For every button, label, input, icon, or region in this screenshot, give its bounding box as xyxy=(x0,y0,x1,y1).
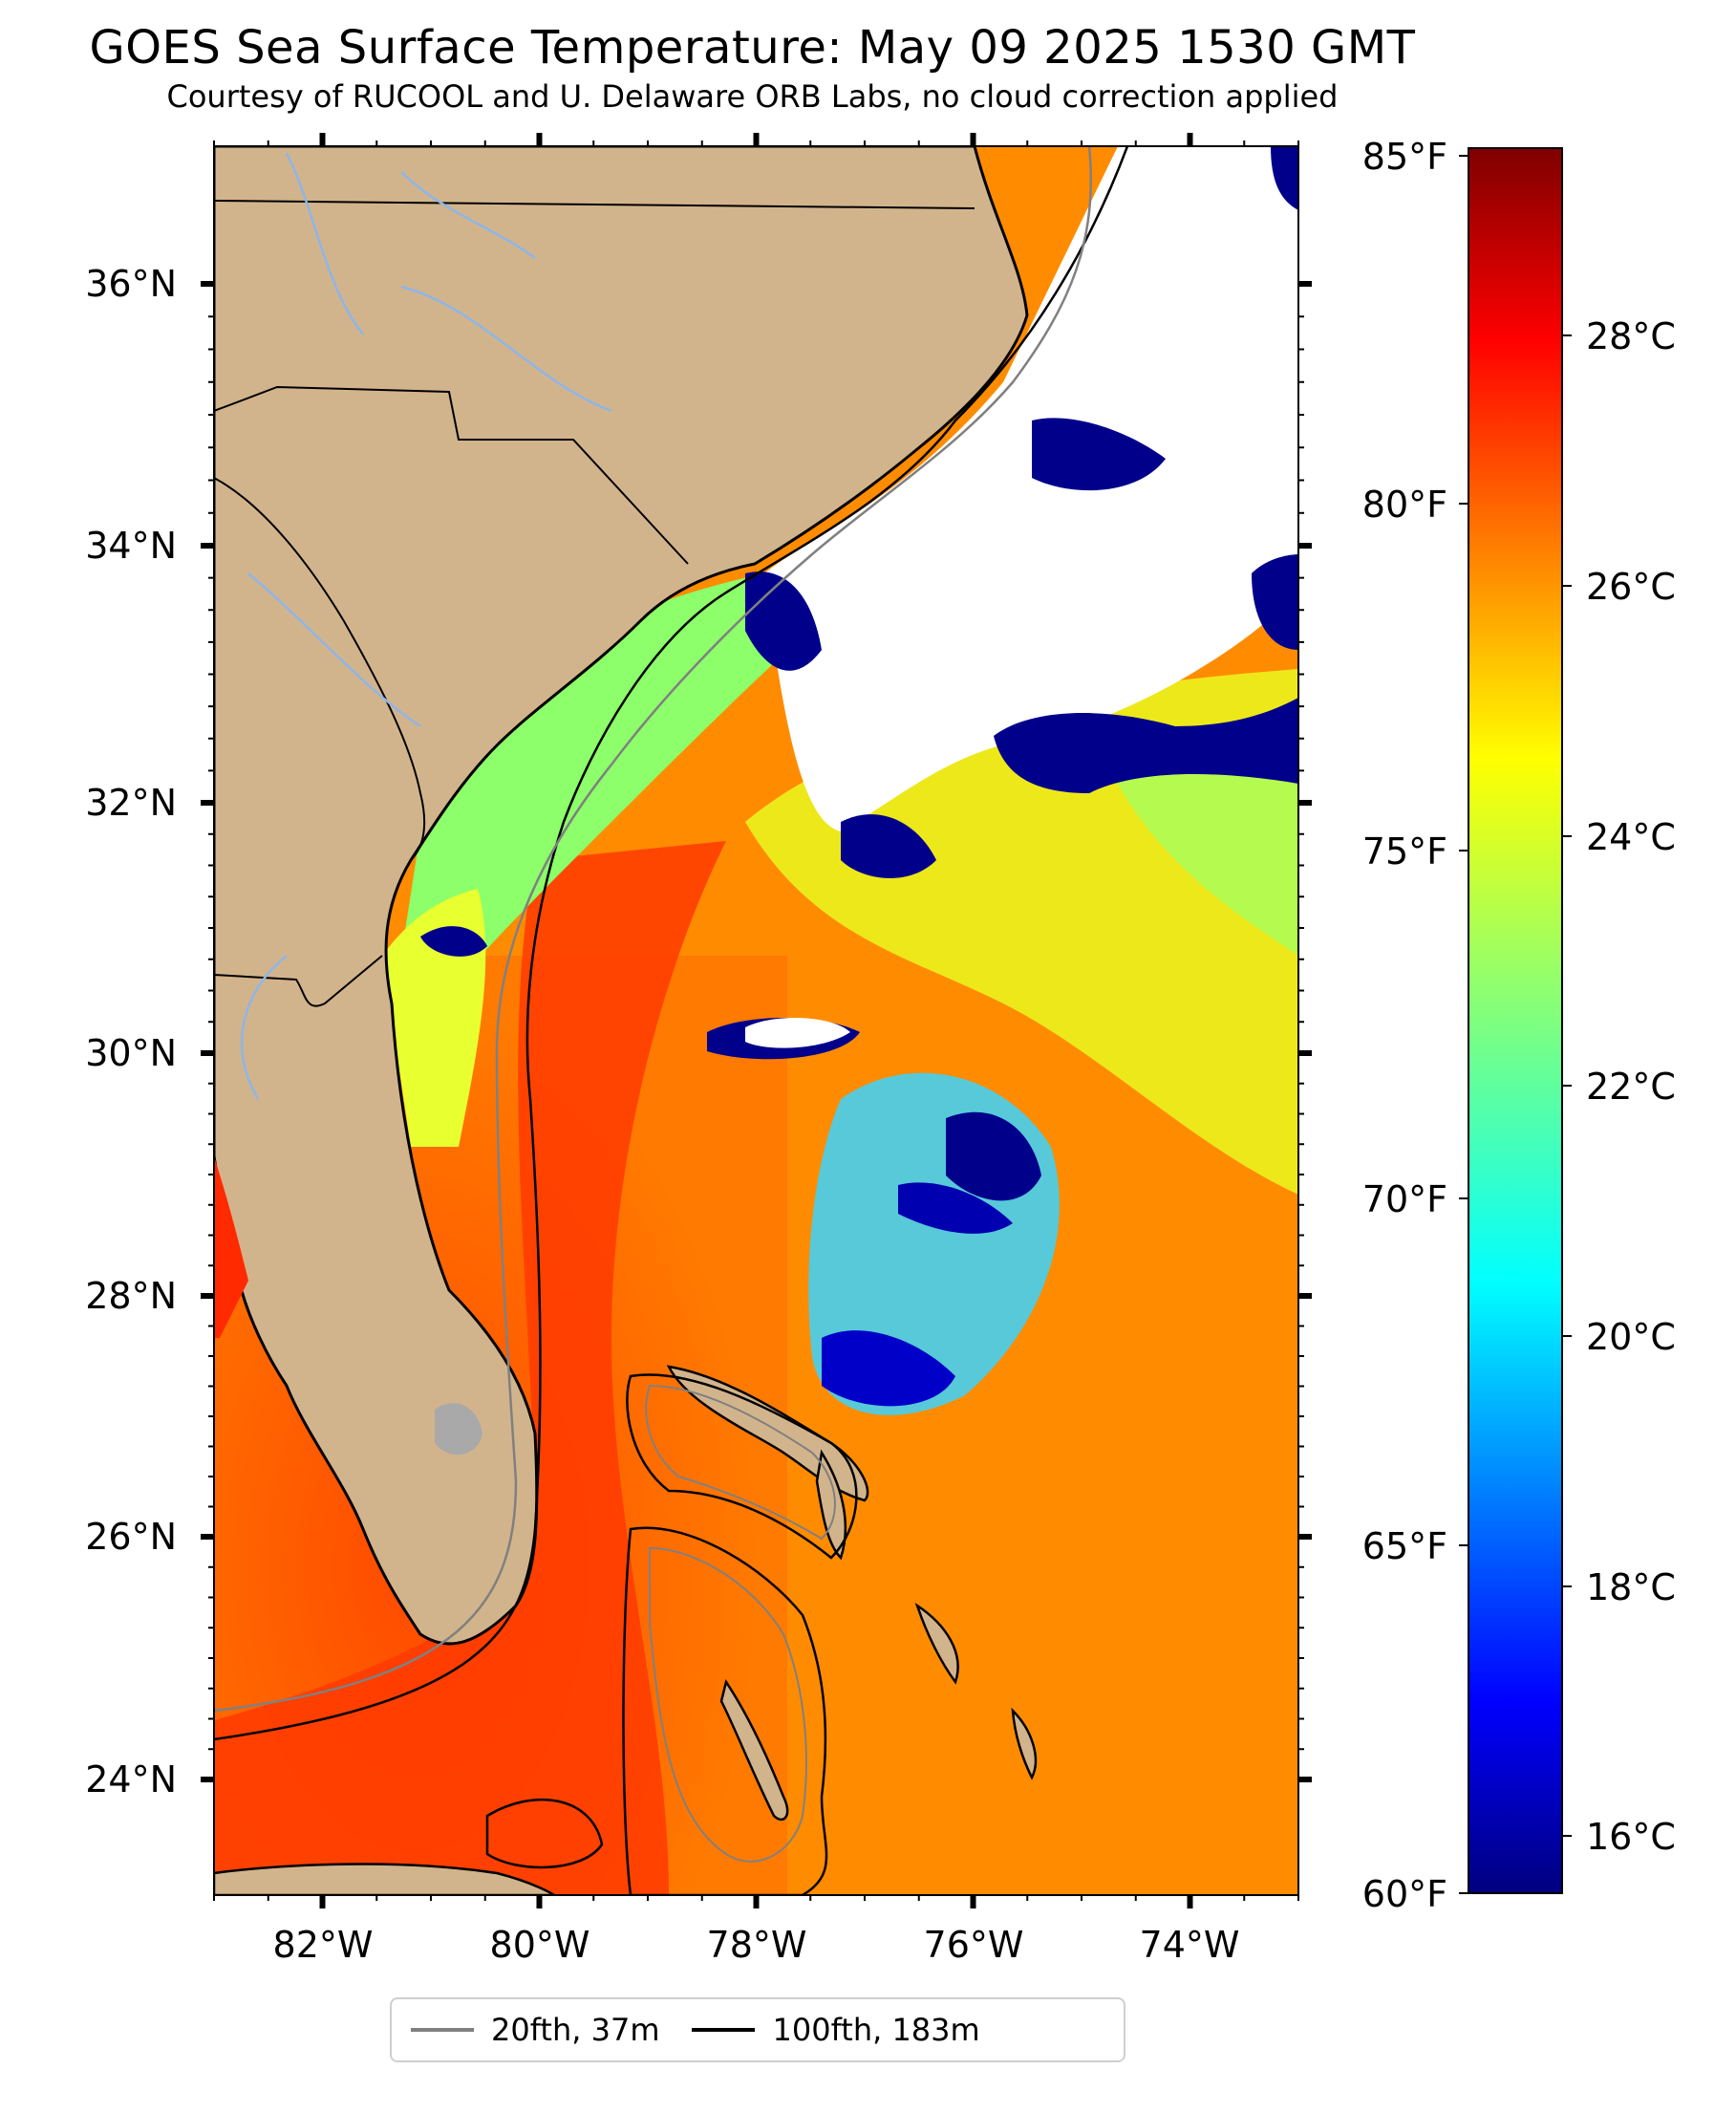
state-border-sc-ga xyxy=(214,477,426,861)
colorbar-c-ticks xyxy=(1562,334,1572,1837)
lake-okeechobee xyxy=(435,1403,482,1455)
cbar-c-22: 22°C xyxy=(1586,1066,1676,1108)
cbar-f-65: 65°F xyxy=(1362,1525,1447,1567)
cbar-f-80: 80°F xyxy=(1362,484,1447,526)
sst-map xyxy=(214,146,1298,1895)
legend-item-100fth: 100fth, 183m xyxy=(692,2012,980,2048)
cat-island xyxy=(1011,1707,1038,1780)
lat-label-36n: 36°N xyxy=(85,263,177,305)
cold-mask-edge xyxy=(994,698,1298,793)
cbar-f-60: 60°F xyxy=(1362,1873,1447,1915)
gulf-stream-core xyxy=(214,841,726,1895)
longitude-ticks xyxy=(213,133,1299,1908)
andros xyxy=(719,1678,789,1822)
state-border-nc-sc xyxy=(214,385,689,565)
state-border-va-nc xyxy=(214,200,975,209)
grand-bahama xyxy=(666,1365,869,1502)
state-border-ga-fl xyxy=(214,955,383,1007)
contour-100fth-bank-little-bahama xyxy=(626,1373,858,1560)
legend-label-100fth: 100fth, 183m xyxy=(772,2012,980,2048)
colorbar-f-ticks xyxy=(1459,155,1468,1894)
cbar-c-26: 26°C xyxy=(1586,566,1676,608)
chart-title: GOES Sea Surface Temperature: May 09 202… xyxy=(89,21,1416,75)
lon-label-82w: 82°W xyxy=(273,1924,374,1966)
cbar-c-28: 28°C xyxy=(1586,315,1676,357)
rivers xyxy=(240,152,612,1100)
contour-100fth-cay-sal xyxy=(485,1798,604,1869)
lat-label-28n: 28°N xyxy=(85,1275,177,1317)
legend-swatch-20fth xyxy=(411,2028,474,2032)
lat-label-24n: 24°N xyxy=(85,1758,177,1800)
contour-20fth-bank-2 xyxy=(649,1546,807,1863)
lat-label-30n: 30°N xyxy=(85,1032,177,1074)
legend-label-20fth: 20fth, 37m xyxy=(491,2012,660,2048)
cbar-f-75: 75°F xyxy=(1362,830,1447,873)
lon-label-74w: 74°W xyxy=(1140,1924,1240,1966)
lon-label-80w: 80°W xyxy=(490,1924,590,1966)
latitude-ticks xyxy=(201,281,1312,1782)
legend-item-20fth: 20fth, 37m xyxy=(411,2012,659,2048)
coastal-shelf-water xyxy=(401,573,831,1003)
chart-subtitle: Courtesy of RUCOOL and U. Delaware ORB L… xyxy=(166,78,1339,115)
colorbar xyxy=(1468,147,1563,1894)
lat-label-32n: 32°N xyxy=(85,782,177,824)
contour-100fth-great-bahama-bank xyxy=(622,1526,828,1895)
lat-label-34n: 34°N xyxy=(85,525,177,567)
cbar-c-16: 16°C xyxy=(1586,1816,1676,1858)
cbar-c-20: 20°C xyxy=(1586,1316,1676,1358)
eleuthera xyxy=(914,1602,959,1685)
contour-20fth-bank xyxy=(645,1384,836,1541)
contour-legend: 20fth, 37m 100fth, 183m xyxy=(390,1997,1125,2062)
cbar-f-85: 85°F xyxy=(1362,136,1447,178)
legend-swatch-100fth xyxy=(692,2028,756,2032)
cuba-coast xyxy=(214,1863,557,1895)
us-mainland xyxy=(214,146,1029,1646)
cbar-c-24: 24°C xyxy=(1586,816,1676,858)
contour-100fth xyxy=(214,146,1129,1741)
lon-label-76w: 76°W xyxy=(924,1924,1024,1966)
cbar-c-18: 18°C xyxy=(1586,1566,1676,1608)
contour-20fth xyxy=(214,146,1093,1713)
abaco xyxy=(815,1449,847,1561)
cbar-f-70: 70°F xyxy=(1362,1178,1447,1220)
lat-label-26n: 26°N xyxy=(85,1516,177,1558)
lon-label-78w: 78°W xyxy=(707,1924,807,1966)
cloud-mask xyxy=(764,146,1298,831)
